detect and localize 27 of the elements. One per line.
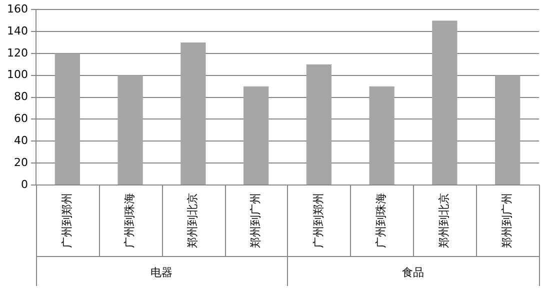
bar — [306, 64, 332, 184]
y-tick-label: 0 — [20, 178, 28, 191]
y-tick-label: 120 — [6, 46, 28, 60]
y-tick-label: 160 — [6, 2, 28, 16]
y-tick-label: 20 — [14, 156, 28, 169]
x-tick-label: 郑州到广州 — [248, 193, 262, 248]
x-tick-label: 广州到珠海 — [374, 193, 388, 248]
x-tick-label: 郑州到北京 — [438, 193, 451, 248]
y-tick-label: 80 — [14, 90, 28, 104]
bar — [432, 20, 458, 184]
x-tick-label: 郑州到广州 — [500, 193, 514, 248]
y-tick-label: 100 — [6, 68, 28, 82]
bar — [243, 86, 269, 184]
x-tick-label: 郑州到北京 — [186, 193, 200, 248]
x-tick-label: 广州到郑州 — [60, 193, 74, 248]
bar — [54, 53, 80, 184]
bar — [118, 75, 143, 184]
bar — [494, 75, 520, 184]
x-tick-label: 广州到郑州 — [312, 193, 325, 248]
y-tick-label: 40 — [14, 134, 28, 148]
bar — [369, 86, 394, 184]
text: 食品 — [402, 266, 424, 279]
bar — [180, 42, 206, 184]
text: 电器 — [150, 266, 173, 279]
y-tick-label: 140 — [6, 24, 28, 38]
y-tick-label: 60 — [14, 112, 28, 126]
x-tick-label: 广州到珠海 — [123, 193, 136, 248]
